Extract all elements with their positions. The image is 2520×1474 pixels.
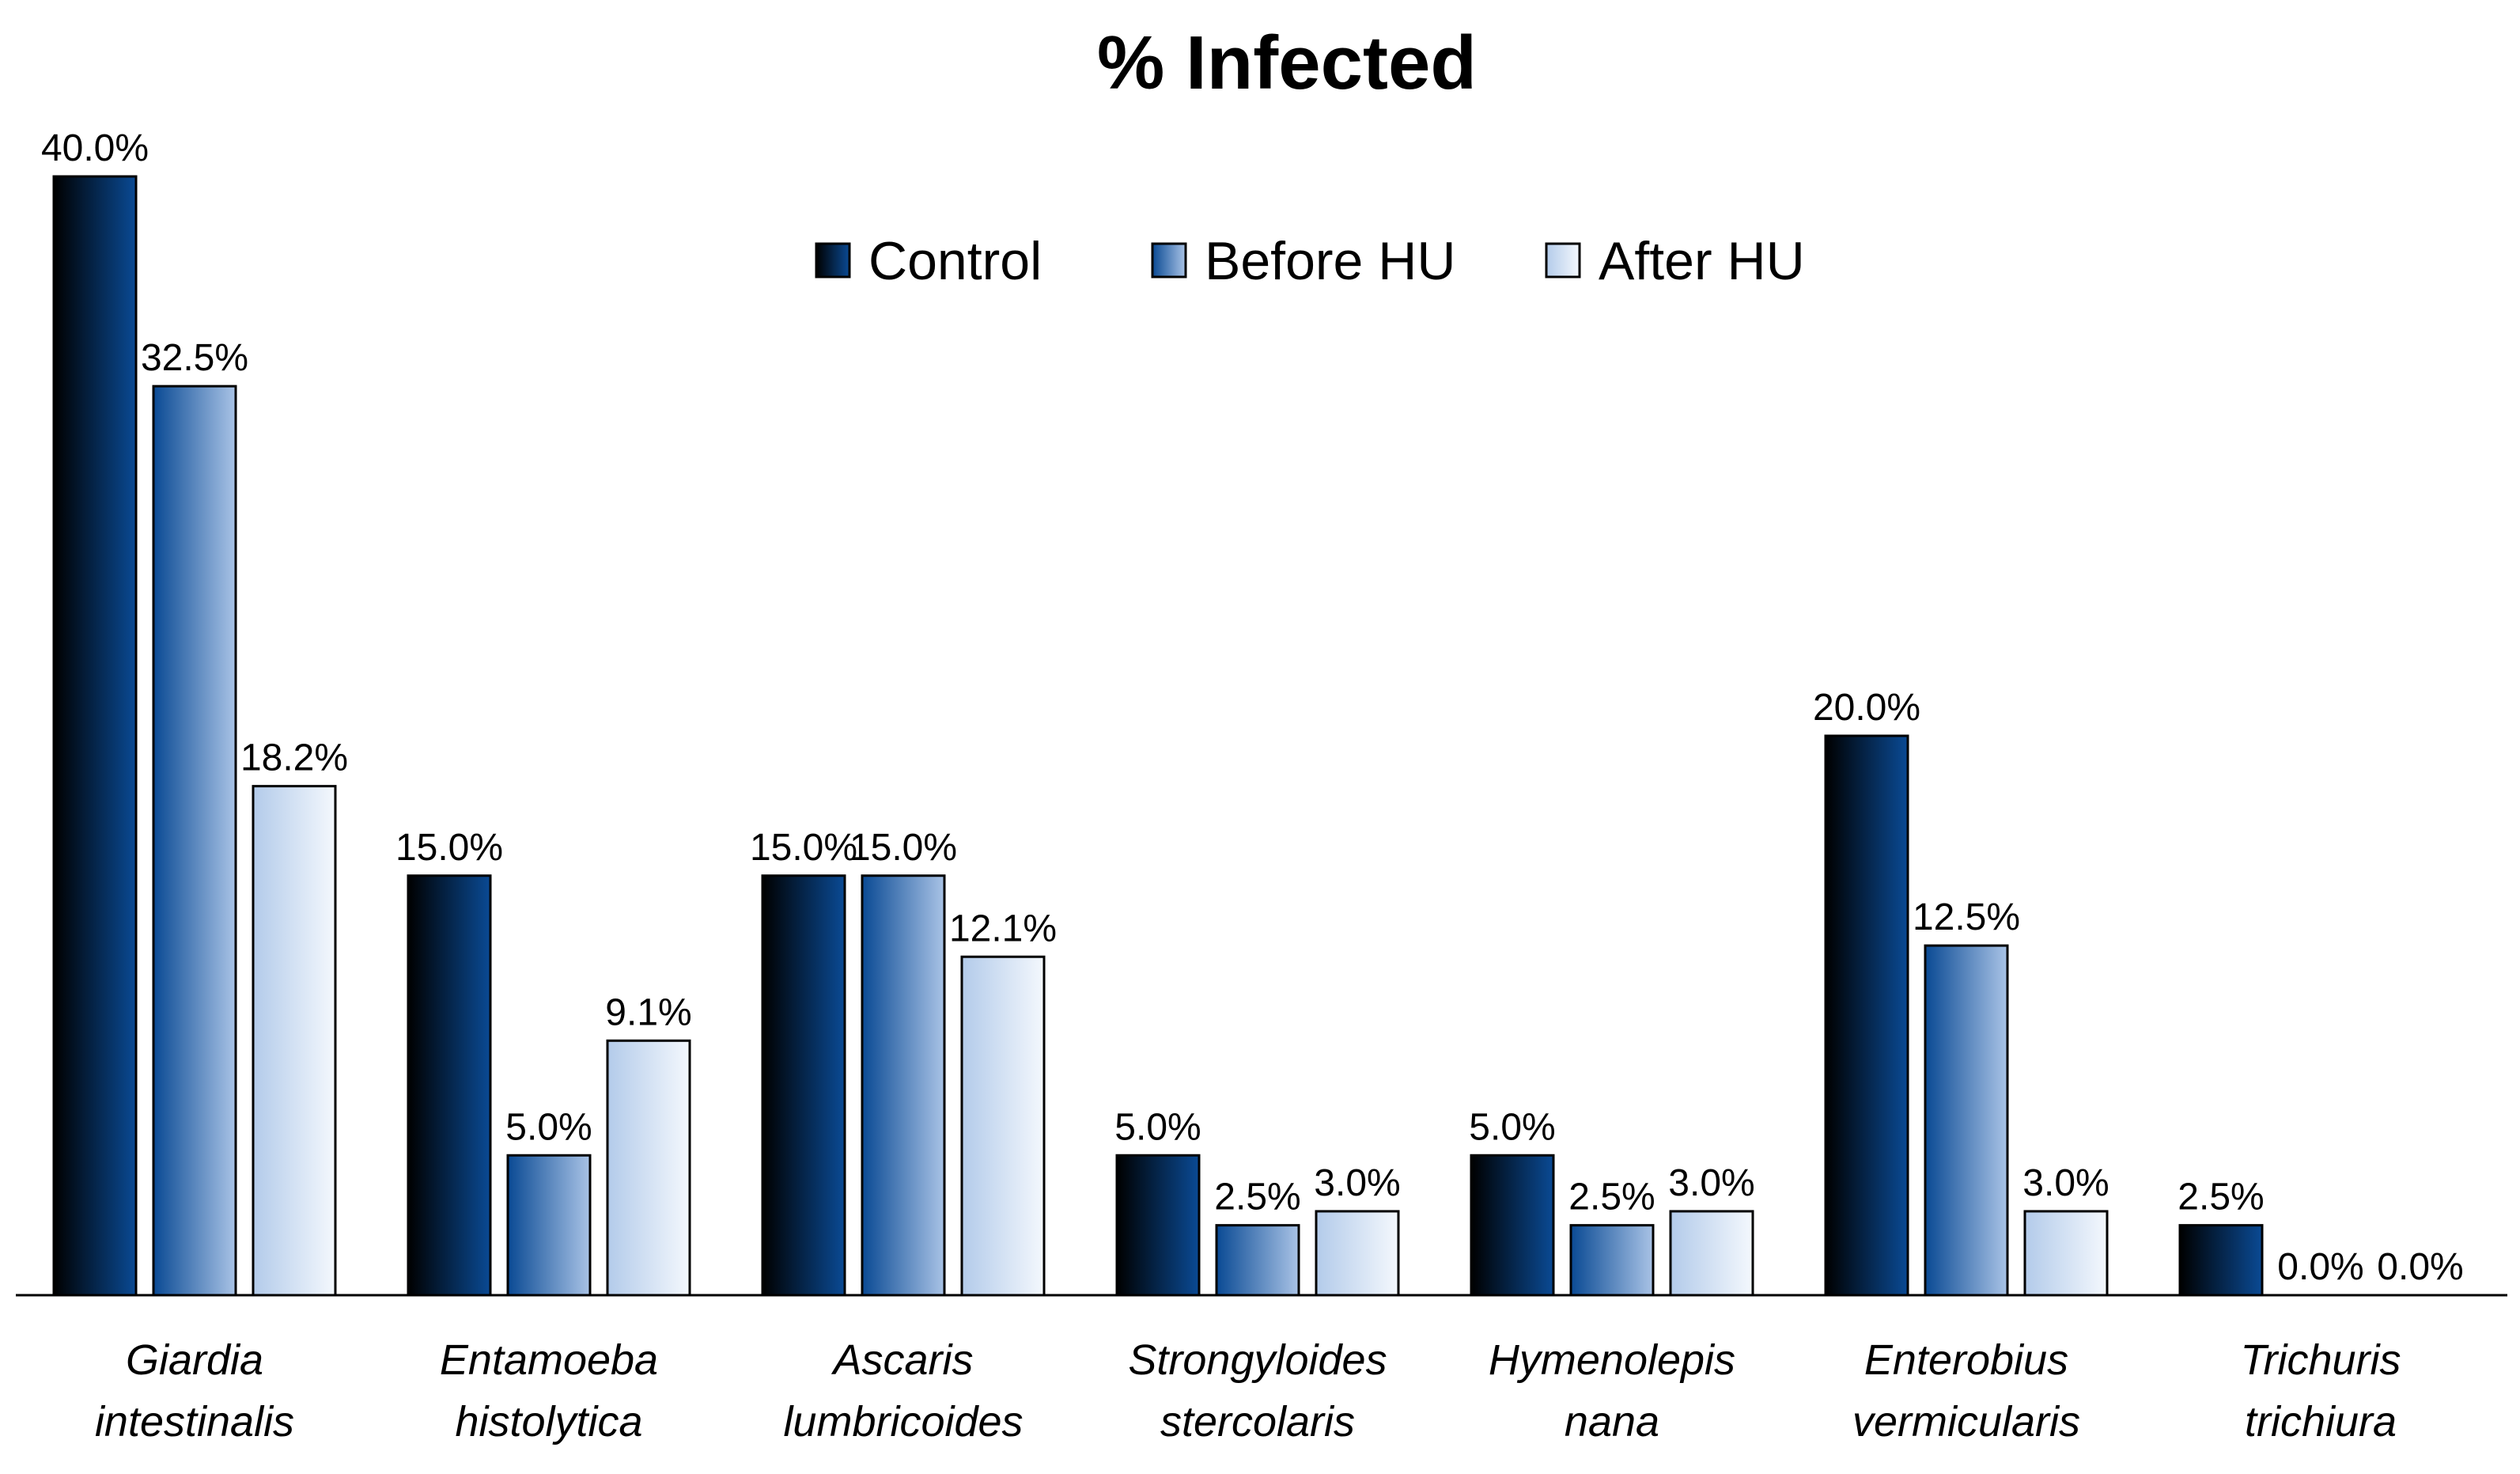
bar-entamoeba-before-hu	[506, 1154, 592, 1297]
category-label-hymenolepis-line-1: Hymenolepis	[1489, 1336, 1735, 1384]
legend-swatch-after-hu	[1545, 242, 1581, 279]
category-label-strongyloides-line-1: Strongyloides	[1128, 1336, 1387, 1384]
bar-hymenolepis-control	[1470, 1154, 1555, 1297]
value-labels-group: 40.0%32.5%18.2%15.0%5.0%9.1%15.0%15.0%12…	[41, 127, 2464, 1288]
bar-giardia-after-hu	[252, 785, 337, 1297]
value-label-trichuris-before-hu: 0.0%	[2277, 1246, 2363, 1288]
value-label-enterobius-after-hu: 3.0%	[2022, 1162, 2109, 1204]
value-label-hymenolepis-after-hu: 3.0%	[1668, 1162, 1754, 1204]
bar-enterobius-control	[1824, 734, 1909, 1297]
value-label-enterobius-control: 20.0%	[1813, 687, 1920, 729]
value-label-ascaris-before-hu: 15.0%	[849, 827, 957, 869]
bar-strongyloides-before-hu	[1215, 1224, 1300, 1297]
value-label-strongyloides-after-hu: 3.0%	[1314, 1162, 1400, 1204]
category-label-giardia-line-1: Giardia	[126, 1336, 263, 1384]
bar-entamoeba-after-hu	[606, 1039, 691, 1297]
value-label-strongyloides-control: 5.0%	[1114, 1106, 1201, 1148]
legend-swatch-control	[815, 242, 851, 279]
category-label-ascaris-line-2: lumbricoides	[783, 1398, 1023, 1446]
value-label-giardia-before-hu: 32.5%	[141, 337, 248, 379]
category-label-strongyloides-line-2: stercolaris	[1160, 1398, 1355, 1446]
bar-ascaris-after-hu	[960, 955, 1046, 1297]
value-label-ascaris-after-hu: 12.1%	[949, 908, 1057, 949]
value-label-hymenolepis-control: 5.0%	[1469, 1106, 1555, 1148]
category-label-giardia-line-2: intestinalis	[95, 1398, 294, 1446]
category-label-entamoeba-line-2: histolytica	[455, 1398, 642, 1446]
bar-strongyloides-control	[1115, 1154, 1201, 1297]
value-label-trichuris-control: 2.5%	[2178, 1177, 2264, 1218]
legend: Control Before HU After HU	[815, 231, 1805, 291]
chart-title: % Infected	[1097, 21, 1477, 105]
category-label-hymenolepis-line-2: nana	[1565, 1398, 1659, 1446]
value-label-hymenolepis-before-hu: 2.5%	[1568, 1177, 1655, 1218]
value-label-entamoeba-after-hu: 9.1%	[605, 991, 691, 1033]
bar-hymenolepis-before-hu	[1569, 1224, 1655, 1297]
legend-label-control: Control	[868, 231, 1042, 291]
value-label-entamoeba-control: 15.0%	[395, 827, 503, 869]
value-label-giardia-control: 40.0%	[41, 127, 149, 169]
category-label-trichuris-line-2: trichiura	[2245, 1398, 2397, 1446]
bar-strongyloides-after-hu	[1315, 1210, 1400, 1297]
legend-label-before-hu: Before HU	[1205, 231, 1455, 291]
category-label-enterobius-line-1: Enterobius	[1864, 1336, 2068, 1384]
category-label-trichuris-line-1: Trichuris	[2240, 1336, 2401, 1384]
category-label-enterobius-line-2: vermicularis	[1852, 1398, 2080, 1446]
bar-ascaris-before-hu	[861, 874, 946, 1297]
bar-enterobius-before-hu	[1924, 944, 2009, 1297]
value-label-ascaris-control: 15.0%	[750, 827, 857, 869]
category-label-entamoeba-line-1: Entamoeba	[440, 1336, 658, 1384]
bar-enterobius-after-hu	[2023, 1210, 2109, 1297]
bar-hymenolepis-after-hu	[1669, 1210, 1754, 1297]
category-label-ascaris-line-1: Ascaris	[831, 1336, 973, 1384]
category-labels-group: Giardia intestinalis Entamoeba histolytica A…	[95, 1336, 2401, 1446]
legend-swatch-before-hu	[1151, 242, 1187, 279]
bar-entamoeba-control	[407, 874, 492, 1297]
value-label-enterobius-before-hu: 12.5%	[1913, 896, 2020, 938]
bar-giardia-before-hu	[152, 385, 237, 1297]
value-label-trichuris-after-hu: 0.0%	[2377, 1246, 2463, 1288]
legend-label-after-hu: After HU	[1599, 231, 1805, 291]
value-label-entamoeba-before-hu: 5.0%	[505, 1106, 592, 1148]
bar-trichuris-control	[2178, 1224, 2264, 1297]
bar-ascaris-control	[761, 874, 846, 1297]
bar-giardia-control	[52, 175, 138, 1297]
value-label-giardia-after-hu: 18.2%	[240, 737, 348, 779]
bars-group	[52, 175, 2264, 1297]
value-label-strongyloides-before-hu: 2.5%	[1214, 1177, 1300, 1218]
